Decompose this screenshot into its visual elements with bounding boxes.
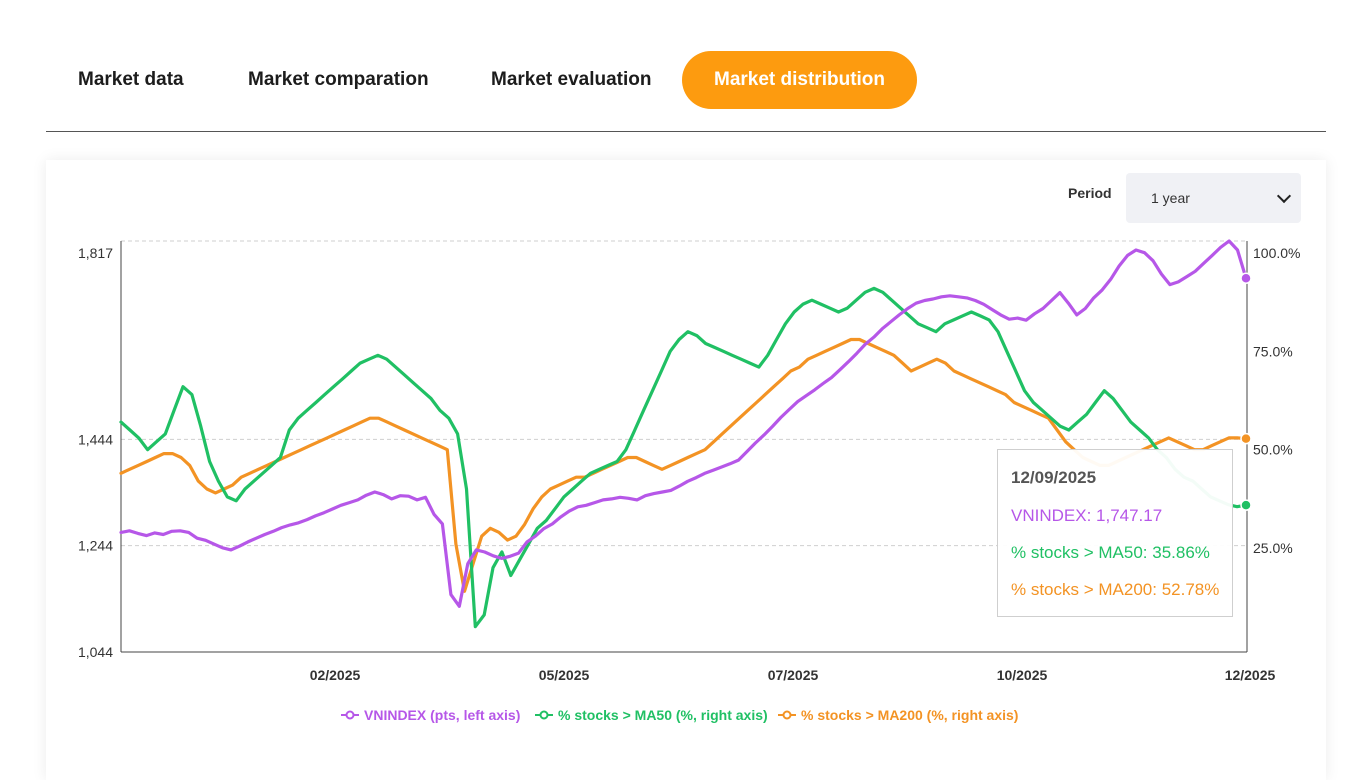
chart-tooltip: 12/09/2025 VNINDEX: 1,747.17 % stocks > … — [997, 449, 1233, 617]
tooltip-date: 12/09/2025 — [1011, 468, 1097, 487]
tooltip-vnindex: VNINDEX: 1,747.17 — [1011, 506, 1163, 525]
legend-label-ma200[interactable]: % stocks > MA200 (%, right axis) — [801, 707, 1018, 723]
x-tick-label: 07/2025 — [768, 667, 819, 683]
chart-axes — [120, 241, 1248, 653]
chart-legend: VNINDEX (pts, left axis) % stocks > MA50 … — [341, 707, 1018, 723]
tab-divider — [46, 131, 1326, 132]
left-tick-label: 1,044 — [78, 644, 113, 660]
series-line-vnindex — [119, 239, 1248, 608]
right-tick-label: 75.0% — [1253, 343, 1293, 359]
left-tick-label: 1,444 — [78, 431, 113, 447]
legend-marker-vnindex — [345, 710, 355, 720]
hover-marker-ma50 — [1240, 499, 1252, 511]
legend-marker-ma200 — [782, 710, 792, 720]
series-line-ma50 — [119, 286, 1248, 629]
left-axis-ticks: 1,817 1,444 1,244 1,044 — [78, 245, 113, 660]
x-tick-label: 10/2025 — [997, 667, 1048, 683]
tab-market-data[interactable]: Market data — [78, 69, 184, 90]
period-label: Period — [1068, 185, 1112, 201]
legend-marker-ma50 — [539, 710, 549, 720]
tooltip-ma200: % stocks > MA200: 52.78% — [1011, 580, 1220, 599]
x-tick-label: 05/2025 — [539, 667, 590, 683]
tab-market-distribution[interactable]: Market distribution — [682, 51, 918, 109]
tab-market-evaluation[interactable]: Market evaluation — [491, 69, 652, 90]
left-tick-label: 1,244 — [78, 538, 113, 554]
tab-market-comparation[interactable]: Market comparation — [248, 69, 429, 90]
hover-marker-vnindex — [1240, 272, 1252, 284]
right-tick-label: 50.0% — [1253, 442, 1293, 458]
tab-bar: Market data Market comparation Market ev… — [46, 50, 1326, 112]
period-select[interactable]: 1 year — [1126, 173, 1301, 223]
left-tick-label: 1,817 — [78, 245, 113, 261]
hover-marker-ma200 — [1240, 432, 1252, 445]
x-axis-ticks: 02/2025 05/2025 07/2025 10/2025 12/2025 — [310, 667, 1276, 683]
legend-label-vnindex[interactable]: VNINDEX (pts, left axis) — [364, 707, 520, 723]
tooltip-ma50: % stocks > MA50: 35.86% — [1011, 543, 1210, 562]
chart-series — [119, 239, 1248, 629]
x-tick-label: 02/2025 — [310, 667, 361, 683]
right-tick-label: 100.0% — [1253, 245, 1300, 261]
right-tick-label: 25.0% — [1253, 540, 1293, 556]
x-tick-label: 12/2025 — [1225, 667, 1276, 683]
legend-label-ma50[interactable]: % stocks > MA50 (%, right axis) — [558, 707, 768, 723]
series-line-ma200 — [119, 337, 1248, 593]
right-axis-ticks: 100.0% 75.0% 50.0% 25.0% — [1253, 245, 1300, 556]
period-select-value: 1 year — [1151, 190, 1190, 206]
chart-hover-markers — [1240, 272, 1252, 511]
